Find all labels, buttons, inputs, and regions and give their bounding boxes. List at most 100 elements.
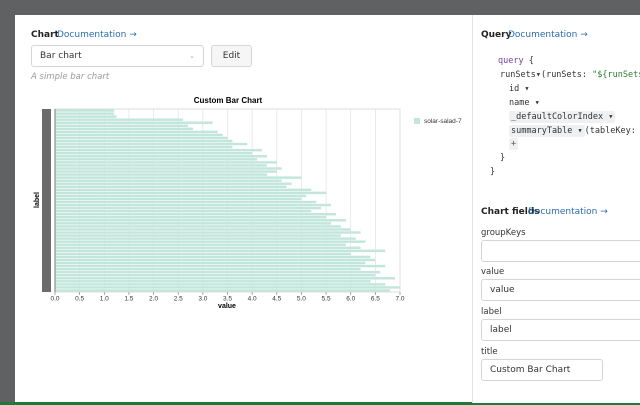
code-token: {: [523, 56, 534, 66]
bar: [55, 158, 258, 161]
code-chip[interactable]: +: [509, 138, 519, 150]
bar: [55, 200, 317, 204]
bar: [55, 216, 327, 219]
code-token: runSets: [500, 70, 536, 80]
bar: [55, 206, 322, 210]
bar: [55, 225, 341, 228]
x-tick-label: 6.5: [371, 296, 380, 303]
bar: [55, 121, 213, 124]
code-line: _defaultColorIndex ▾: [509, 111, 616, 123]
bar: [55, 185, 287, 188]
bar: [55, 222, 331, 225]
x-tick-label: 6.0: [346, 296, 355, 303]
code-token: }: [500, 153, 506, 163]
edit-button[interactable]: Edit: [211, 45, 252, 67]
code-token: query: [498, 56, 524, 66]
input-value: Custom Bar Chart: [490, 365, 571, 375]
illegible-category-labels: [42, 109, 51, 292]
heading: Chart fields: [481, 207, 540, 217]
bar: [55, 240, 366, 243]
bar: [55, 203, 331, 207]
bar: [55, 133, 223, 137]
code-token: (runSets:: [540, 70, 593, 80]
bar: [55, 197, 302, 201]
code-chip[interactable]: _defaultColorIndex ▾: [509, 111, 616, 123]
input-value: value: [490, 285, 515, 295]
field-input[interactable]: value: [481, 279, 640, 301]
bar: [55, 139, 233, 143]
bar: [55, 219, 346, 222]
field-input[interactable]: [481, 240, 640, 262]
bar: [55, 176, 302, 179]
legend-swatch: [414, 118, 420, 124]
bar: [55, 136, 228, 140]
bar: [55, 213, 336, 216]
bar: [55, 258, 376, 262]
x-tick-label: 5.0: [297, 296, 306, 303]
x-tick-label: 0.0: [50, 296, 59, 303]
bar: [55, 179, 282, 182]
bar: [55, 274, 376, 277]
bar: [55, 237, 356, 240]
legend-label: solar-salad-7: [424, 118, 462, 125]
doc-link[interactable]: Documentation →: [528, 207, 608, 217]
bar: [55, 164, 267, 167]
bar: [55, 191, 327, 195]
bar: [55, 234, 341, 237]
field-input[interactable]: Custom Bar Chart: [481, 359, 603, 381]
bar: [55, 255, 371, 259]
bar: [55, 170, 277, 173]
bar: [55, 188, 312, 192]
bar: [55, 142, 248, 146]
heading: Query: [481, 30, 512, 40]
x-tick-label: 7.0: [395, 296, 404, 303]
select-value: Bar chart: [40, 51, 82, 61]
bar: [55, 130, 218, 134]
bar: [55, 228, 351, 231]
bar: [55, 152, 253, 155]
bar: [55, 124, 189, 127]
heading: Chart: [31, 30, 59, 40]
code-token: "${runSets}": [592, 70, 640, 80]
bar: [55, 115, 117, 118]
x-tick-label: 2.0: [149, 296, 158, 303]
code-line: }: [490, 167, 495, 177]
bar: [55, 283, 386, 286]
bar: [55, 182, 292, 185]
bar: [55, 286, 400, 289]
x-axis-label: value: [218, 303, 236, 310]
x-tick-label: 1.5: [124, 296, 133, 303]
bar: [55, 267, 361, 271]
bar: [55, 127, 193, 131]
field-label: value: [481, 267, 505, 277]
x-tick-label: 1.0: [100, 296, 109, 303]
code-line: +: [509, 138, 519, 150]
y-axis-label: label: [34, 192, 41, 208]
bar: [55, 231, 361, 234]
field-input[interactable]: label: [481, 319, 640, 341]
bar: [55, 249, 386, 253]
code-line: summaryTable ▾(tableKey: "my_ba: [509, 125, 640, 137]
bar: [55, 112, 115, 115]
bar: [55, 209, 312, 213]
bar: [55, 118, 184, 121]
doc-link[interactable]: Documentation →: [508, 30, 588, 40]
x-tick-label: 4.5: [272, 296, 281, 303]
field-label: groupKeys: [481, 228, 526, 238]
doc-link[interactable]: Documentation →: [57, 30, 137, 40]
chart-select[interactable]: Bar chart ⌄: [31, 45, 204, 67]
code-chip[interactable]: summaryTable ▾: [509, 125, 585, 137]
code-token: (tableKey:: [584, 126, 640, 136]
input-value: label: [490, 325, 512, 335]
bar: [55, 161, 277, 164]
bar: [55, 173, 267, 176]
code-token: ▾: [535, 70, 541, 80]
bar: [55, 289, 391, 292]
caret: ⌄: [189, 52, 195, 60]
x-tick-label: 5.5: [322, 296, 331, 303]
bar: [55, 109, 115, 112]
bar: [55, 277, 396, 280]
bar: [55, 280, 371, 283]
field-label: label: [481, 307, 502, 317]
